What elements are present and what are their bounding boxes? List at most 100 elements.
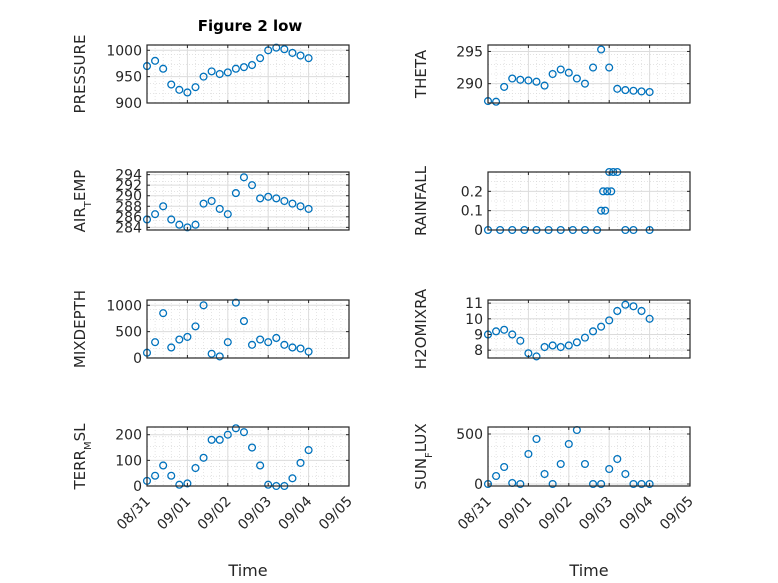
data-point (613, 84, 622, 93)
x-tick-label: 08/31 (114, 494, 154, 534)
data-point (500, 325, 509, 334)
data-point (492, 97, 501, 106)
data-point (280, 196, 289, 206)
y-tick-label: 500 (456, 427, 483, 443)
data-point (183, 479, 192, 488)
data-point (159, 309, 168, 318)
data-point (588, 327, 598, 336)
data-point (304, 446, 313, 455)
data-point (280, 340, 289, 349)
data-point (597, 45, 606, 54)
data-point (264, 480, 273, 489)
data-point (207, 196, 216, 206)
data-point (199, 453, 208, 462)
y-tick-label: 288 (115, 199, 142, 215)
data-point (215, 69, 224, 79)
data-point (548, 479, 557, 489)
data-point (564, 341, 573, 350)
y-tick-label: 0 (474, 223, 483, 239)
axes-box (146, 44, 350, 104)
data-point (500, 82, 509, 91)
data-point (613, 306, 622, 316)
data-point (288, 474, 297, 483)
y-tick-label: 0.2 (461, 184, 483, 200)
data-point (548, 69, 557, 79)
data-point (256, 461, 265, 470)
data-point (621, 86, 630, 95)
y-tick-label: 0.1 (461, 204, 483, 220)
data-point (508, 330, 517, 339)
data-point (215, 352, 224, 361)
axes-box (487, 171, 691, 231)
data-point (167, 343, 176, 352)
axes-box (146, 299, 350, 359)
data-point (215, 435, 224, 444)
data-point (564, 68, 573, 77)
data-point (296, 458, 305, 467)
data-point (183, 332, 192, 341)
data-point (556, 342, 565, 352)
data-point (183, 88, 192, 97)
y-tick-label: 9 (474, 327, 483, 343)
y-tick-label: 0 (133, 351, 142, 367)
axes-box (487, 44, 691, 104)
data-point (601, 206, 610, 215)
data-point (621, 300, 630, 309)
y-tick-label: 900 (115, 96, 142, 112)
data-point (637, 479, 646, 489)
x-tick-label: 09/02 (195, 494, 235, 534)
data-point (175, 335, 184, 344)
data-point (524, 449, 533, 459)
data-point (599, 187, 608, 196)
data-point (580, 459, 590, 469)
data-point (151, 56, 160, 65)
x-tick-label: 09/01 (495, 494, 535, 534)
data-point (556, 459, 565, 469)
subplot-4: 0 0.1 0.2 RAINFALL (412, 165, 691, 239)
y-axis-label: AIRTEMP (71, 170, 94, 233)
data-point (183, 223, 192, 232)
data-point (597, 479, 606, 489)
data-point (199, 199, 208, 208)
data-point (159, 461, 168, 470)
data-point (151, 471, 160, 480)
y-tick-label: 290 (456, 77, 483, 93)
axes-box (146, 171, 350, 231)
data-point (231, 189, 240, 198)
x-tick-label: 09/02 (536, 494, 576, 534)
data-point (175, 480, 184, 489)
data-point (256, 194, 265, 203)
y-tick-label: 294 (115, 168, 142, 184)
data-point (231, 298, 240, 307)
data-point (645, 314, 654, 323)
data-point (304, 54, 313, 63)
x-tick-label: 09/04 (276, 493, 316, 533)
axes-box (487, 299, 691, 359)
y-tick-label: 292 (115, 178, 142, 194)
data-point (175, 85, 184, 94)
axes-box (487, 426, 691, 487)
y-axis-label: PRESSURE (71, 35, 89, 114)
y-tick-label: 0 (133, 479, 142, 495)
data-point (629, 302, 638, 311)
data-point (247, 60, 257, 70)
data-point (167, 80, 176, 89)
axes-box (146, 426, 350, 487)
data-point (597, 322, 606, 331)
data-point (256, 335, 265, 344)
data-point (613, 454, 622, 464)
y-tick-label: 950 (115, 70, 142, 86)
subplot-5: 0 500 1000 MIXDEPTH (71, 290, 350, 368)
data-point (231, 424, 240, 433)
y-tick-label: 295 (456, 44, 483, 60)
data-point (564, 439, 573, 449)
y-tick-label: 1000 (106, 298, 142, 314)
x-tick-label: 09/04 (617, 493, 657, 533)
x-tick-label: 08/31 (455, 494, 495, 534)
data-point (159, 64, 168, 73)
y-tick-label: 11 (465, 296, 483, 312)
data-point (637, 87, 646, 96)
data-point (191, 463, 200, 473)
data-point (239, 63, 249, 72)
